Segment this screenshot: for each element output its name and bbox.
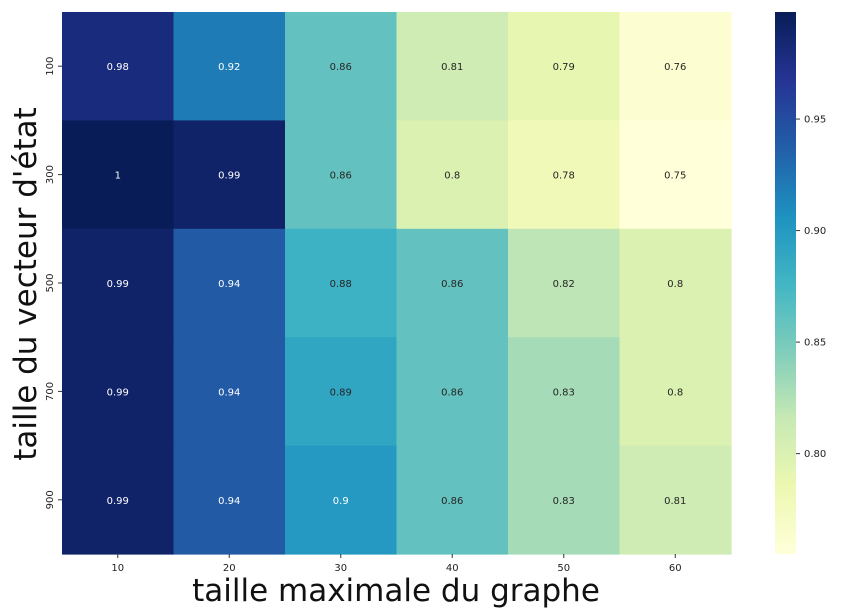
heatmap-cell <box>619 337 732 447</box>
cell-value-label: 0.8 <box>667 279 683 290</box>
heatmap-cell <box>285 120 398 230</box>
cell-value-label: 0.8 <box>667 387 683 398</box>
heatmap-cell <box>62 445 175 555</box>
cell-value-label: 0.81 <box>441 62 463 73</box>
colorbar-tick-label: 0.80 <box>804 449 826 460</box>
cell-value-label: 0.94 <box>218 279 240 290</box>
x-tick-label: 30 <box>334 563 347 574</box>
heatmap-cell <box>619 12 732 121</box>
cell-value-label: 0.92 <box>218 62 240 73</box>
heatmap-cell <box>62 12 175 121</box>
heatmap-cell <box>62 337 175 447</box>
heatmap-cell <box>285 337 398 447</box>
y-axis-ticks: 100 300 500 700 900 <box>45 57 62 509</box>
heatmap-cell-labels: 0.98 0.92 0.86 0.81 0.79 0.76 1 0.99 0.86 0.8 0.78… <box>107 62 687 507</box>
y-tick-label: 300 <box>45 165 56 184</box>
colorbar-tick-label: 0.90 <box>804 226 826 237</box>
colorbar-ticks: 0.95 0.90 0.85 0.80 <box>796 115 826 460</box>
heatmap-cell <box>619 228 732 338</box>
heatmap-cell <box>396 337 509 447</box>
cell-value-label: 0.86 <box>441 279 463 290</box>
heatmap-cell <box>173 337 286 447</box>
x-tick-label: 60 <box>669 563 682 574</box>
cell-value-label: 0.86 <box>330 171 352 182</box>
cell-value-label: 0.99 <box>218 171 240 182</box>
y-axis-title: taille du vecteur d'état <box>8 107 44 461</box>
cell-value-label: 0.86 <box>441 387 463 398</box>
cell-value-label: 0.83 <box>553 387 575 398</box>
cell-value-label: 0.98 <box>107 62 129 73</box>
cell-value-label: 0.8 <box>444 171 460 182</box>
heatmap-cell <box>508 337 621 447</box>
heatmap-cell <box>285 445 398 555</box>
heatmap-cell <box>508 228 621 338</box>
heatmap-cell <box>396 120 509 230</box>
colorbar-tick-label: 0.95 <box>804 115 826 126</box>
heatmap-cell <box>619 120 732 230</box>
x-tick-label: 40 <box>446 563 459 574</box>
cell-value-label: 0.86 <box>330 62 352 73</box>
cell-value-label: 0.75 <box>664 171 686 182</box>
cell-value-label: 1 <box>115 171 121 182</box>
y-tick-label: 700 <box>45 382 56 401</box>
y-tick-label: 900 <box>45 490 56 509</box>
cell-value-label: 0.76 <box>664 62 686 73</box>
heatmap-cell <box>285 12 398 121</box>
heatmap-cell <box>508 120 621 230</box>
x-axis-title: taille maximale du graphe <box>192 573 600 609</box>
heatmap-cell <box>508 12 621 121</box>
heatmap-cell <box>396 12 509 121</box>
cell-value-label: 0.99 <box>107 387 129 398</box>
cell-value-label: 0.94 <box>218 496 240 507</box>
cell-value-label: 0.9 <box>333 496 349 507</box>
cell-value-label: 0.81 <box>664 496 686 507</box>
heatmap-cell <box>62 228 175 338</box>
heatmap-cell <box>396 445 509 555</box>
cell-value-label: 0.94 <box>218 387 240 398</box>
heatmap-cells <box>62 12 732 555</box>
cell-value-label: 0.99 <box>107 496 129 507</box>
cell-value-label: 0.82 <box>553 279 575 290</box>
heatmap-cell <box>396 228 509 338</box>
heatmap-cell <box>62 120 175 230</box>
cell-value-label: 0.99 <box>107 279 129 290</box>
cell-value-label: 0.78 <box>553 171 575 182</box>
x-tick-label: 10 <box>111 563 124 574</box>
y-tick-label: 500 <box>45 273 56 292</box>
colorbar <box>775 12 796 554</box>
cell-value-label: 0.83 <box>553 496 575 507</box>
cell-value-label: 0.79 <box>553 62 575 73</box>
x-axis-ticks: 10 20 30 40 50 60 <box>111 554 682 574</box>
heatmap-cell <box>173 228 286 338</box>
x-tick-label: 20 <box>223 563 236 574</box>
heatmap-cell <box>173 445 286 555</box>
y-tick-label: 100 <box>45 57 56 76</box>
cell-value-label: 0.89 <box>330 387 352 398</box>
x-tick-label: 50 <box>557 563 570 574</box>
heatmap-cell <box>508 445 621 555</box>
colorbar-tick-label: 0.85 <box>804 338 826 349</box>
heatmap-cell <box>173 120 286 230</box>
cell-value-label: 0.86 <box>441 496 463 507</box>
heatmap-cell <box>285 228 398 338</box>
heatmap-cell <box>619 445 732 555</box>
cell-value-label: 0.88 <box>330 279 352 290</box>
heatmap-cell <box>173 12 286 121</box>
